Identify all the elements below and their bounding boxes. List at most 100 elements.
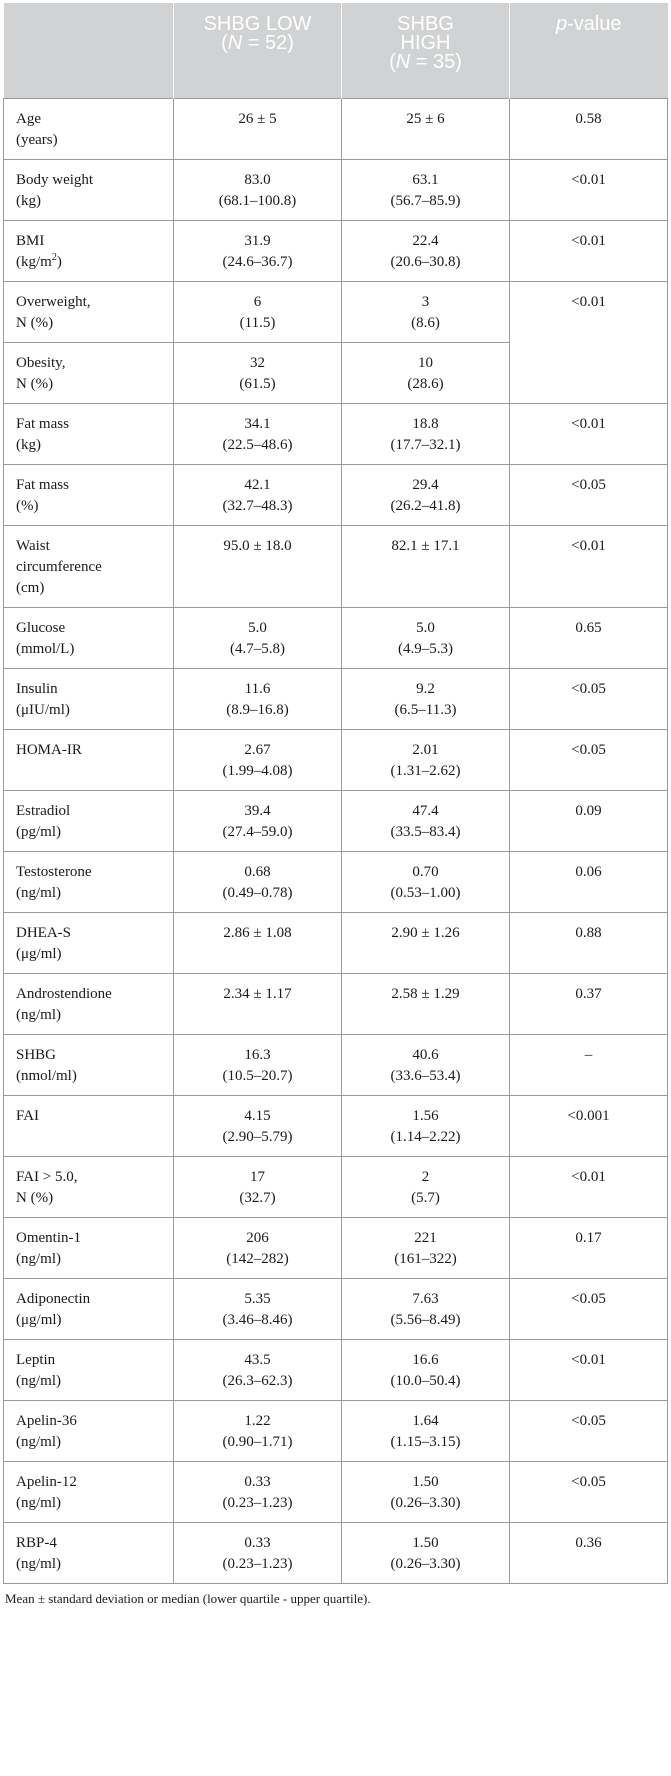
p-value: <0.05 <box>509 667 668 730</box>
shbg-high-value: 2.01 (1.31–2.62) <box>341 728 510 791</box>
table-row: SHBG (nmol/ml) 16.3 (10.5–20.7) 40.6 (33.6–53… <box>3 1033 668 1096</box>
row-label-unit: (nmol/ml) <box>16 1067 77 1084</box>
shbg-low-value: 39.4 (27.4–59.0) <box>173 789 342 852</box>
p-value: <0.001 <box>509 1094 668 1157</box>
shbg-high-value: 29.4 (26.2–41.8) <box>341 463 510 526</box>
shbg-low-value: 206 (142–282) <box>173 1216 342 1279</box>
row-label-unit: (kg) <box>16 436 41 453</box>
shbg-low-value: 0.68 (0.49–0.78) <box>173 850 342 913</box>
row-label-line: FAI <box>16 1107 40 1124</box>
p-value: 0.58 <box>509 97 668 160</box>
row-label-line: Fat mass <box>16 415 69 432</box>
shbg-high-value: 7.63 (5.56–8.49) <box>341 1277 510 1340</box>
p-value: <0.01 <box>509 280 668 404</box>
shbg-low-value: 34.1 (22.5–48.6) <box>173 402 342 465</box>
table-row: Body weight (kg) 83.0 (68.1–100.8) 63.1 (56.7… <box>3 158 668 221</box>
shbg-low-value: 83.0 (68.1–100.8) <box>173 158 342 221</box>
row-label: RBP-4 (ng/ml) <box>3 1521 174 1584</box>
row-label-unit: (ng/ml) <box>16 884 61 901</box>
row-label: Apelin-12 (ng/ml) <box>3 1460 174 1523</box>
header-shbg-low: SHBG LOW (N = 52) <box>173 3 342 98</box>
row-label: Fat mass (%) <box>3 463 174 526</box>
table-row: Apelin-36 (ng/ml) 1.22 (0.90–1.71) 1.64 (1.15… <box>3 1399 668 1462</box>
shbg-high-value: 2.90 ± 1.26 <box>341 911 510 974</box>
row-label-line: Age <box>16 110 41 127</box>
row-label: Testosterone (ng/ml) <box>3 850 174 913</box>
shbg-low-value: 4.15 (2.90–5.79) <box>173 1094 342 1157</box>
p-value: 0.17 <box>509 1216 668 1279</box>
shbg-high-value: 1.56 (1.14–2.22) <box>341 1094 510 1157</box>
shbg-low-value: 0.33 (0.23–1.23) <box>173 1460 342 1523</box>
row-label: Estradiol (pg/ml) <box>3 789 174 852</box>
p-value: 0.88 <box>509 911 668 974</box>
row-label-unit: N (%) <box>16 314 54 331</box>
table-row: BMI (kg/m2) 31.9 (24.6–36.7) 22.4 (20.6–30.8)… <box>3 219 668 282</box>
shbg-high-value: 10 (28.6) <box>341 341 510 404</box>
row-label-line: Testosterone <box>16 863 92 880</box>
row-label-line: FAI > 5.0, <box>16 1168 78 1185</box>
table-row: Fat mass (%) 42.1 (32.7–48.3) 29.4 (26.2–41.8… <box>3 463 668 526</box>
table-row: FAI 4.15 (2.90–5.79) 1.56 (1.14–2.22) <0.001 <box>3 1094 668 1157</box>
row-label-line: Glucose <box>16 619 66 636</box>
row-label-unit: (kg/m2) <box>16 251 62 270</box>
row-label-unit: (μg/ml) <box>16 945 62 962</box>
row-label-line: Adiponectin <box>16 1290 91 1307</box>
row-label-unit: (%) <box>16 497 39 514</box>
p-value: <0.01 <box>509 219 668 282</box>
shbg-high-value: 2 (5.7) <box>341 1155 510 1218</box>
table-row: Omentin-1 (ng/ml) 206 (142–282) 221 (161–322)… <box>3 1216 668 1279</box>
row-label-line: Overweight, <box>16 293 91 310</box>
row-label: Insulin (μIU/ml) <box>3 667 174 730</box>
row-label-unit: (ng/ml) <box>16 1433 61 1450</box>
row-label-unit: (cm) <box>16 579 45 596</box>
shbg-low-value: 32 (61.5) <box>173 341 342 404</box>
table-row: Fat mass (kg) 34.1 (22.5–48.6) 18.8 (17.7–32.… <box>3 402 668 465</box>
row-label-line: Androstendione <box>16 985 112 1002</box>
row-label-line: Omentin-1 <box>16 1229 81 1246</box>
header-p-value: p-value <box>509 3 668 98</box>
row-label: SHBG (nmol/ml) <box>3 1033 174 1096</box>
p-value: <0.05 <box>509 1277 668 1340</box>
shbg-high-value: 22.4 (20.6–30.8) <box>341 219 510 282</box>
row-label-unit: (ng/ml) <box>16 1372 61 1389</box>
shbg-high-value: 5.0 (4.9–5.3) <box>341 606 510 669</box>
row-label: DHEA-S (μg/ml) <box>3 911 174 974</box>
data-table: SHBG LOW (N = 52) SHBG HIGH (N = 35) p-v… <box>3 3 668 1584</box>
shbg-high-value: 221 (161–322) <box>341 1216 510 1279</box>
row-label-unit: (ng/ml) <box>16 1006 61 1023</box>
row-label: Fat mass (kg) <box>3 402 174 465</box>
shbg-low-value: 43.5 (26.3–62.3) <box>173 1338 342 1401</box>
table-row: Estradiol (pg/ml) 39.4 (27.4–59.0) 47.4 (33.5… <box>3 789 668 852</box>
p-value: 0.09 <box>509 789 668 852</box>
shbg-high-value: 47.4 (33.5–83.4) <box>341 789 510 852</box>
shbg-low-value: 42.1 (32.7–48.3) <box>173 463 342 526</box>
row-label: Androstendione (ng/ml) <box>3 972 174 1035</box>
shbg-low-value: 2.86 ± 1.08 <box>173 911 342 974</box>
shbg-low-value: 5.35 (3.46–8.46) <box>173 1277 342 1340</box>
row-label: Waist circumference (cm) <box>3 524 174 608</box>
table-row: Insulin (μIU/ml) 11.6 (8.9–16.8) 9.2 (6.5–11.… <box>3 667 668 730</box>
row-label: Leptin (ng/ml) <box>3 1338 174 1401</box>
row-label-line: Apelin-12 <box>16 1473 77 1490</box>
p-value: 0.65 <box>509 606 668 669</box>
shbg-high-value: 0.70 (0.53–1.00) <box>341 850 510 913</box>
shbg-high-value: 40.6 (33.6–53.4) <box>341 1033 510 1096</box>
row-label-line: DHEA-S <box>16 924 71 941</box>
row-label-line: RBP-4 <box>16 1534 57 1551</box>
table-header: SHBG LOW (N = 52) SHBG HIGH (N = 35) p-v… <box>3 3 668 98</box>
table-row: Overweight, N (%) 6 (11.5) 3 (8.6) <0.01 <box>3 280 668 404</box>
row-label-line: Insulin <box>16 680 58 697</box>
shbg-high-value: 16.6 (10.0–50.4) <box>341 1338 510 1401</box>
shbg-low-value: 95.0 ± 18.0 <box>173 524 342 608</box>
p-value: <0.01 <box>509 524 668 608</box>
row-label-unit: circumference <box>16 558 102 575</box>
shbg-high-value: 3 (8.6) <box>341 280 510 343</box>
shbg-high-value: 1.50 (0.26–3.30) <box>341 1521 510 1584</box>
p-value: <0.01 <box>509 1155 668 1218</box>
row-label: Glucose (mmol/L) <box>3 606 174 669</box>
row-label-unit: (kg) <box>16 192 41 209</box>
row-label: FAI > 5.0, N (%) <box>3 1155 174 1218</box>
shbg-low-value: 16.3 (10.5–20.7) <box>173 1033 342 1096</box>
row-label: Age (years) <box>3 97 174 160</box>
row-label: BMI (kg/m2) <box>3 219 174 282</box>
